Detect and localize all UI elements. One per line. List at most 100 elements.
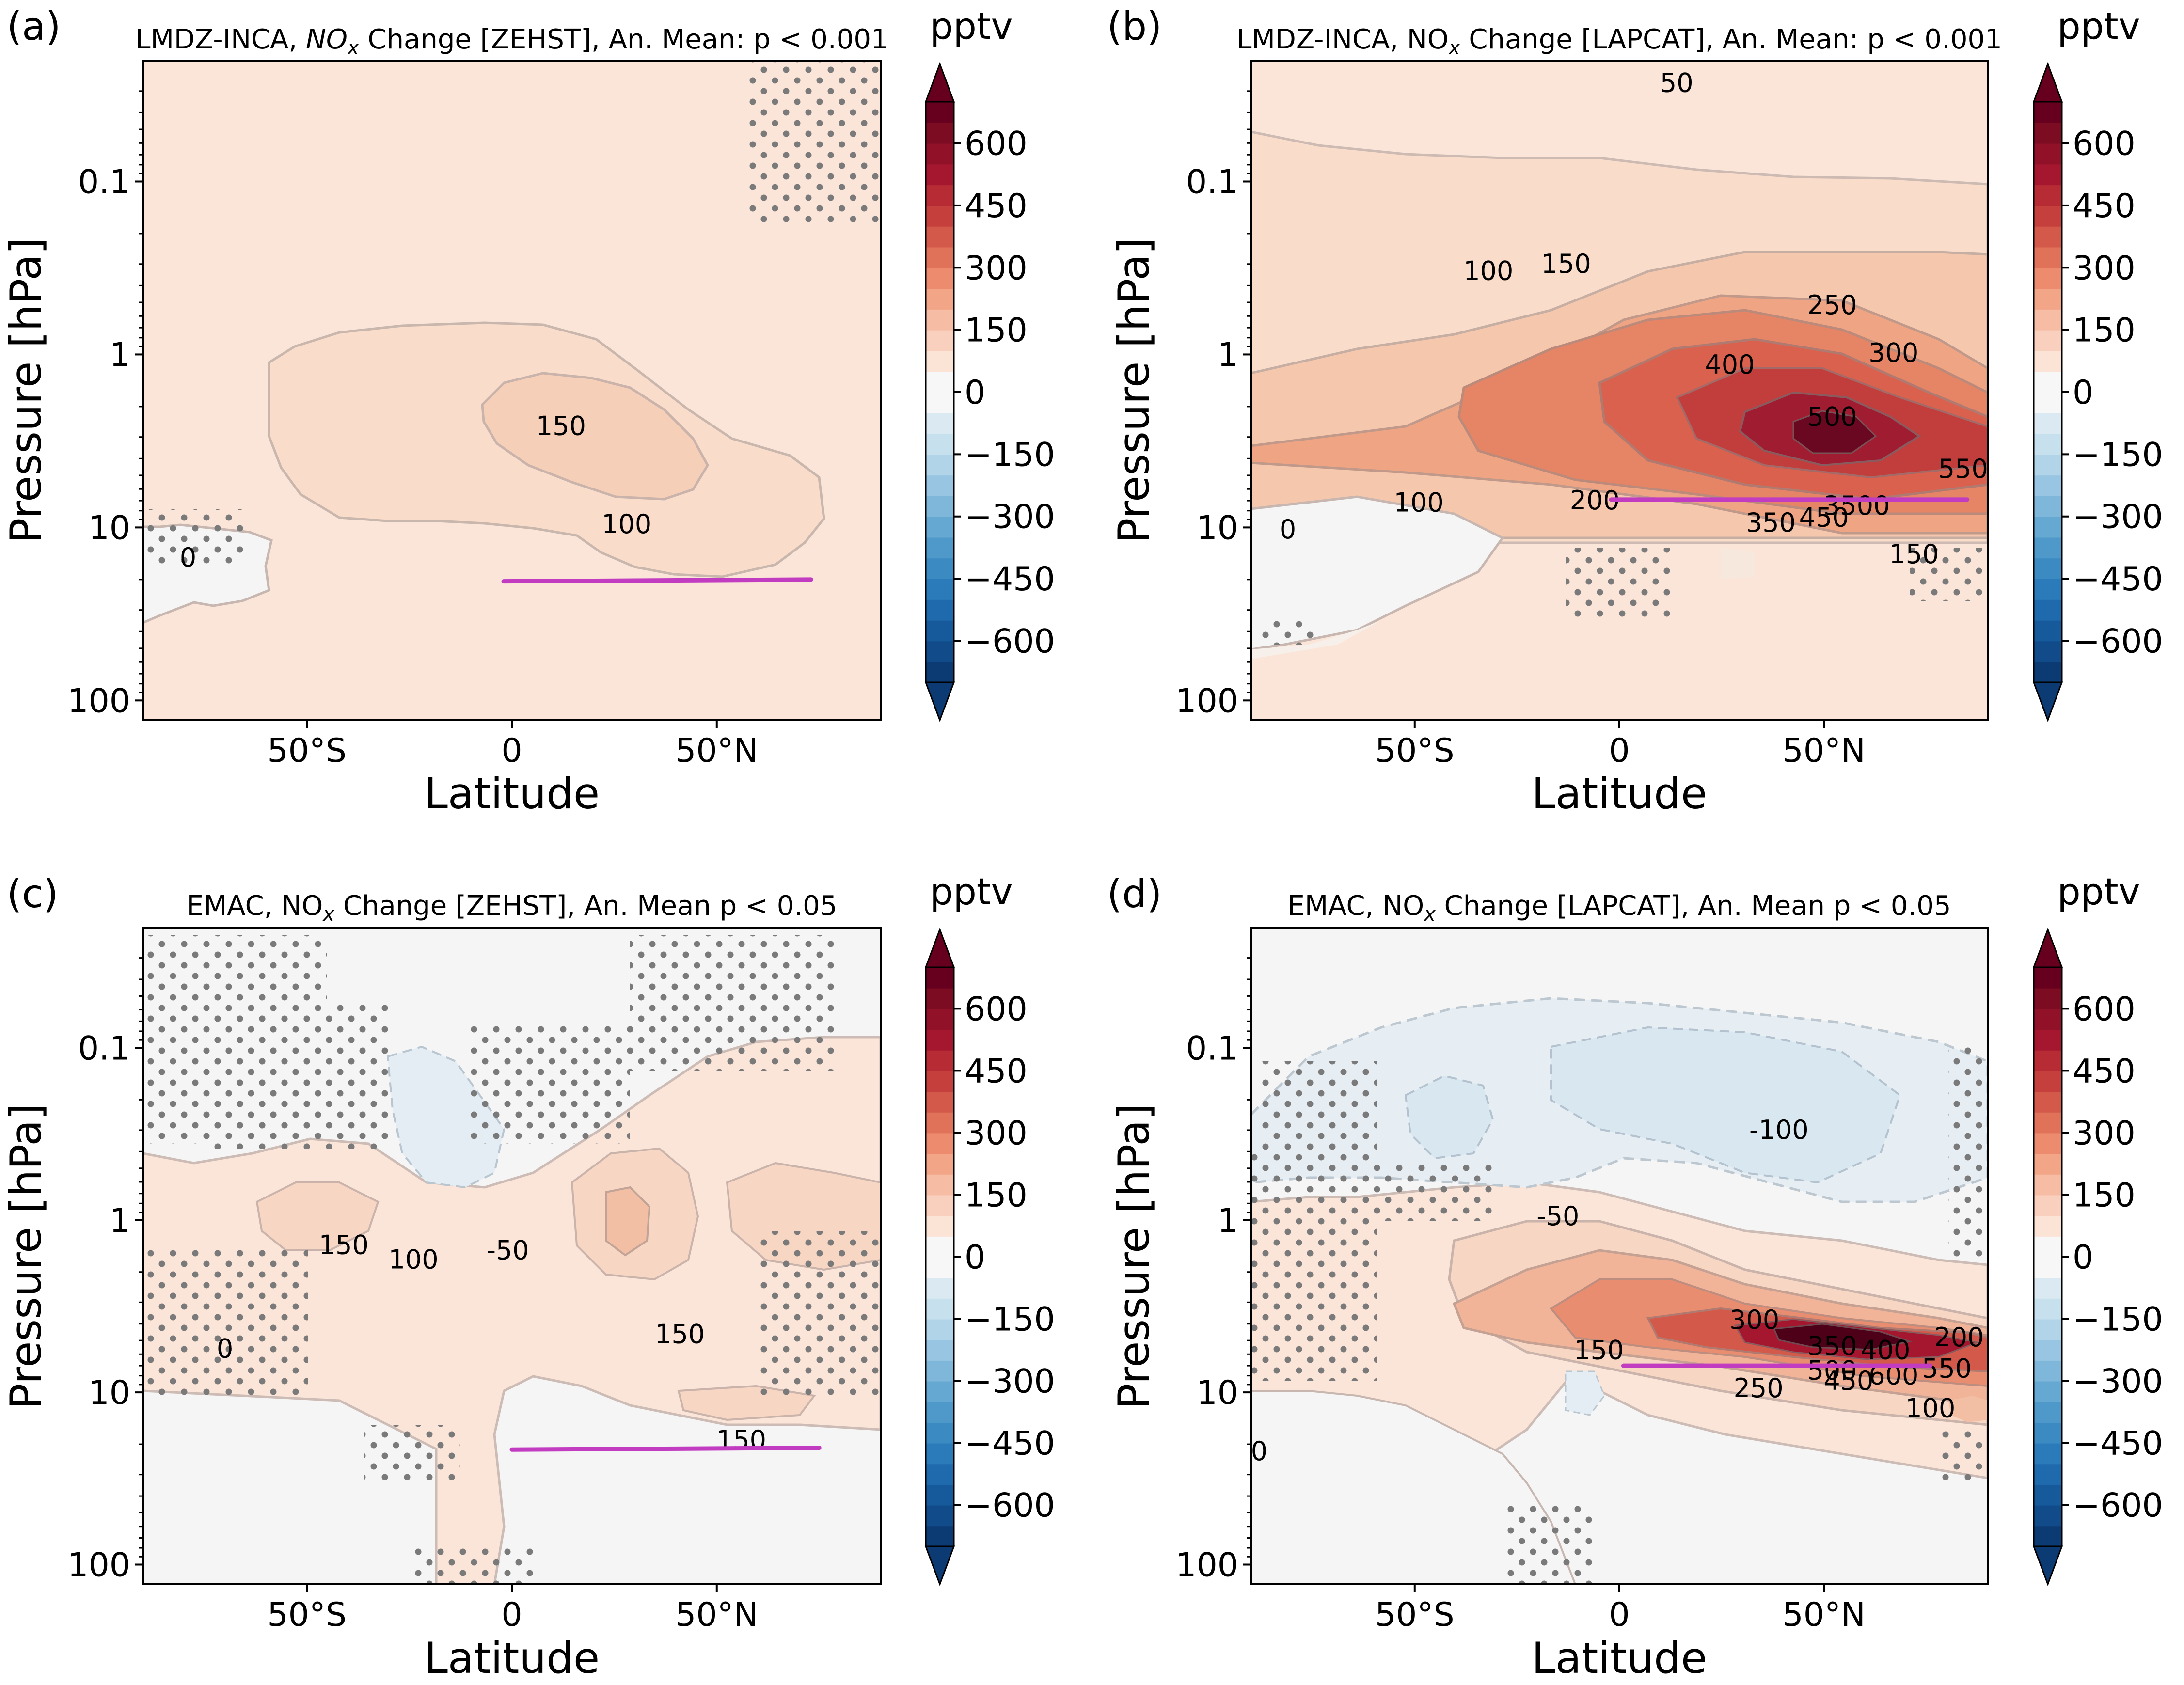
y-tick-label: 1 (110, 1202, 130, 1240)
panel-a: (a) LMDZ-INCA, NOx Change [ZEHST], An. M… (1, 4, 888, 819)
contour-label: 450 (1823, 1366, 1873, 1396)
colorbar-segment (2034, 1195, 2062, 1216)
colorbar-extend-top (924, 62, 955, 103)
colorbar-segment (926, 641, 954, 662)
colorbar-tick-label: −300 (965, 498, 1055, 536)
panel-label: (a) (7, 4, 61, 49)
contour-label: 150 (1541, 249, 1591, 279)
colorbar-segment (2034, 268, 2062, 289)
colorbar-tick-label: −600 (2073, 622, 2163, 661)
contour-label: 350 (1807, 1331, 1857, 1361)
colorbar-tick-label: −450 (2073, 1425, 2163, 1463)
colorbar-tick-label: 150 (965, 1176, 1028, 1214)
contour-label: -100 (1749, 1115, 1809, 1145)
contour-label: 150 (1574, 1335, 1624, 1365)
colorbar-segment (926, 1298, 954, 1320)
colorbar-segment (926, 495, 954, 517)
colorbar-segment (2034, 1029, 2062, 1051)
panel-label: (d) (1107, 871, 1162, 916)
colorbar-segment (2034, 661, 2062, 683)
colorbar-segment (926, 371, 954, 393)
colorbar-segment (2034, 288, 2062, 310)
colorbar-segment (2034, 1215, 2062, 1237)
colorbar-tick-label: −450 (965, 1425, 1055, 1463)
x-tick-label: 0 (1609, 1596, 1630, 1634)
colorbar-segment (2034, 1091, 2062, 1113)
contour-label: 500 (1807, 402, 1857, 432)
colorbar-tick-label: 600 (965, 125, 1028, 163)
colorbar-segment (2034, 433, 2062, 455)
colorbar-segment (926, 164, 954, 186)
contour-field (1251, 61, 1988, 720)
x-ticks: 50°S 0 50°N (267, 720, 758, 770)
y-tick-label: 100 (67, 682, 130, 720)
y-ticks: 0.1 1 10 100 (67, 957, 143, 1585)
y-ticks: 0.1 1 10 100 (1175, 957, 1251, 1585)
colorbar-segment (2034, 1381, 2062, 1402)
colorbar-unit: pptv (2057, 4, 2140, 47)
colorbar-segment (926, 1071, 954, 1092)
colorbar-segment (2034, 537, 2062, 559)
contour-label: 550 (1938, 454, 1988, 484)
colorbar-unit: pptv (930, 4, 1013, 47)
contour-label: 100 (1463, 256, 1513, 286)
x-tick-label: 50°S (267, 1596, 347, 1634)
colorbar-segment (926, 1112, 954, 1134)
colorbar-segment (926, 1422, 954, 1444)
panel-label: (b) (1107, 4, 1162, 49)
colorbar-tick-label: −300 (2073, 498, 2163, 536)
y-axis-label: Pressure [hPa] (1109, 1103, 1159, 1409)
x-tick-label: 50°S (267, 732, 347, 770)
colorbar-segment (926, 599, 954, 621)
colorbar-tick-label: 600 (965, 990, 1028, 1028)
colorbar-b: pptv 600 450 300 150 0 −150 −300 −450 −600 (2032, 4, 2163, 723)
colorbar-tick-label: 0 (965, 374, 985, 412)
colorbar-tick-label: −600 (965, 622, 1055, 661)
panel-d: (d) EMAC, NOx Change [LAPCAT], An. Mean … (1107, 871, 1989, 1683)
colorbar-segment (926, 558, 954, 580)
contour-label: 400 (1860, 1335, 1910, 1365)
colorbar-segment (2034, 1153, 2062, 1175)
colorbar-segment (926, 1008, 954, 1030)
y-axis-label: Pressure [hPa] (1109, 237, 1159, 543)
colorbar-segment (926, 1339, 954, 1361)
contour-label: 150 (319, 1230, 369, 1260)
contour-label: 450 (1799, 503, 1849, 533)
colorbar-segment (926, 1236, 954, 1258)
x-ticks: 50°S 0 50°N (267, 1584, 758, 1634)
colorbar-extend-top (2032, 927, 2063, 968)
colorbar-segment (926, 433, 954, 455)
colorbar-tick-label: −150 (965, 1301, 1055, 1339)
colorbar-tick-label: 0 (965, 1239, 985, 1277)
colorbar-segment (926, 579, 954, 600)
colorbar-segment (926, 1029, 954, 1051)
colorbar-segment (2034, 1484, 2062, 1506)
colorbar-segment (2034, 475, 2062, 496)
colorbar-segment (926, 1050, 954, 1071)
colorbar-tick-label: 450 (2073, 1052, 2136, 1090)
colorbar-tick-label: −450 (965, 560, 1055, 598)
x-tick-label: 50°N (1783, 732, 1866, 770)
colorbar-segment (926, 205, 954, 227)
contour-label: 0 (180, 542, 196, 573)
x-axis-label: Latitude (424, 769, 600, 819)
x-tick-label: 50°S (1375, 1596, 1455, 1634)
contour-label: 100 (1394, 487, 1444, 518)
colorbar-tick-label: −600 (2073, 1487, 2163, 1525)
x-tick-label: 0 (501, 1596, 522, 1634)
colorbar-segment (2034, 1277, 2062, 1299)
contour-label: 350 (1746, 507, 1796, 538)
colorbar-tick-label: 300 (965, 249, 1028, 287)
colorbar-segment (2034, 641, 2062, 662)
y-axis-label: Pressure [hPa] (1, 237, 51, 543)
contour-label: 300 (1729, 1305, 1779, 1335)
colorbar-segment (2034, 371, 2062, 393)
colorbar-segment (926, 1195, 954, 1216)
colorbar-segment (2034, 247, 2062, 268)
contour-label: -50 (1536, 1201, 1579, 1231)
colorbar-segment (926, 412, 954, 434)
colorbar-segment (926, 392, 954, 413)
contour-field (143, 61, 881, 720)
